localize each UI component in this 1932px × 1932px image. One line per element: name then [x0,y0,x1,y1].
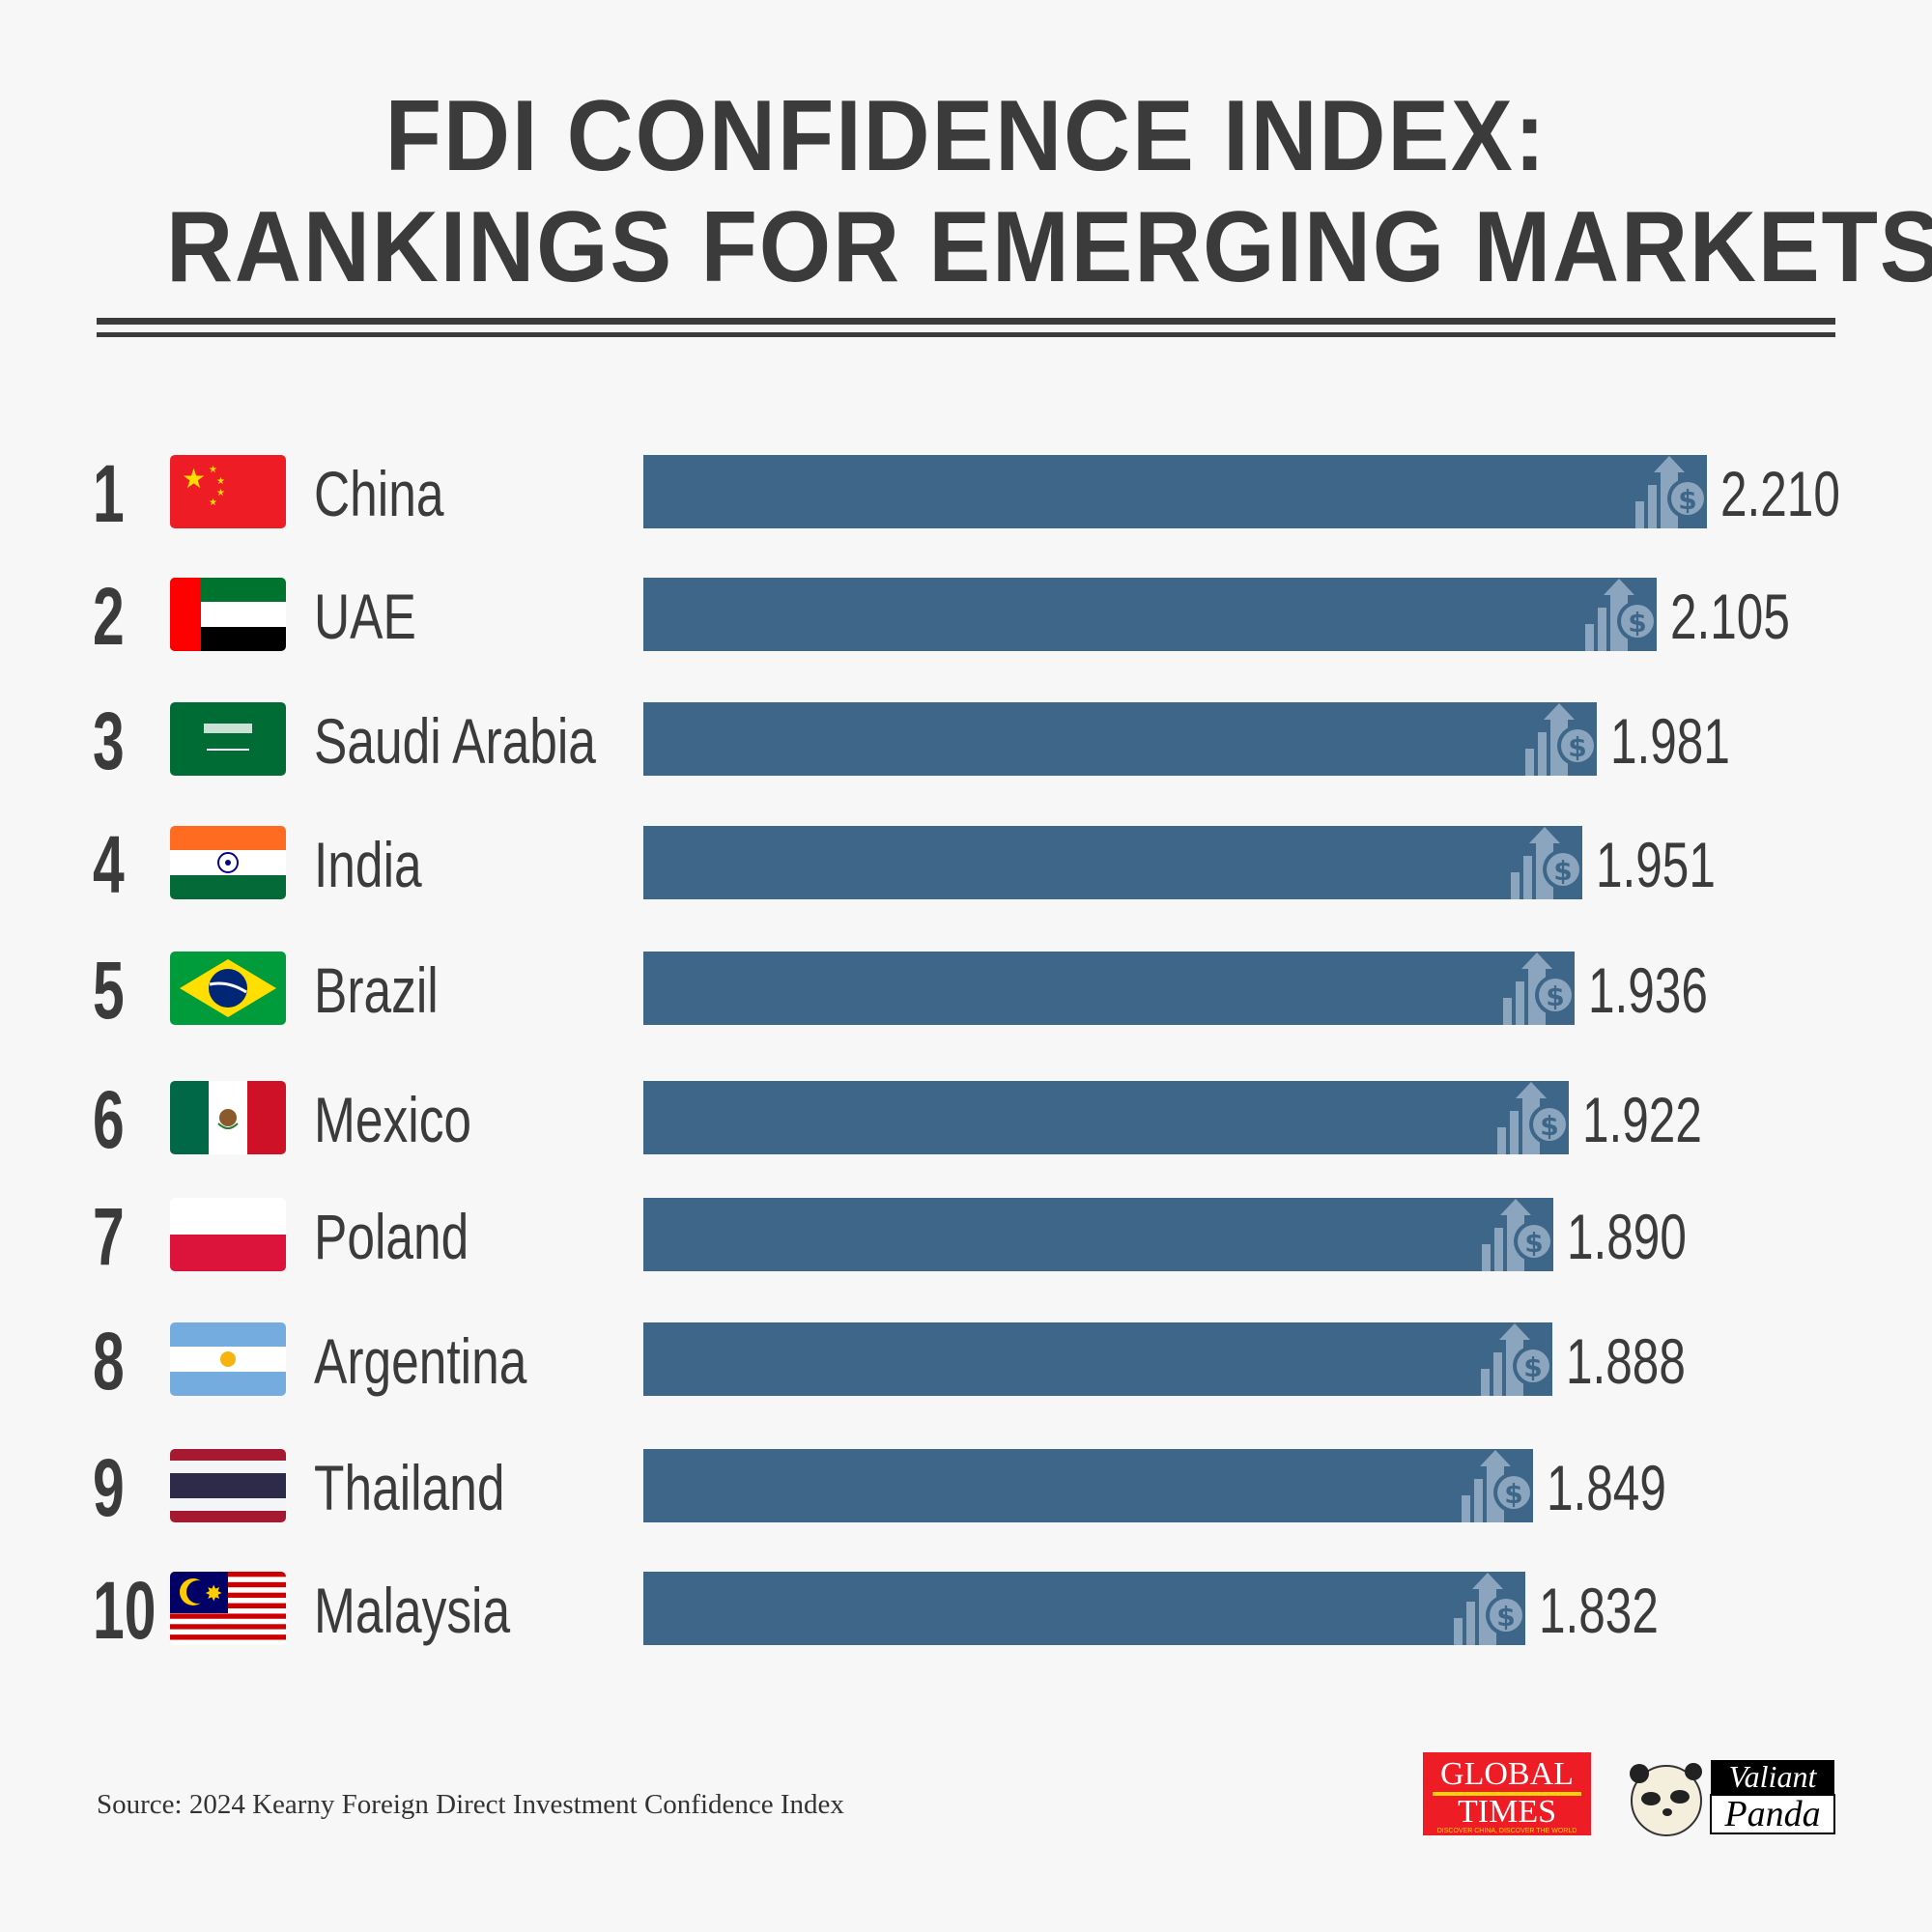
bar-row: 8 Argentina $ 1.888 [0,1316,1932,1406]
flag-icon: ✸ [170,1572,286,1645]
value-label: 1.832 [1538,1575,1659,1646]
svg-text:★: ★ [209,465,217,475]
title-rule-bottom [97,332,1835,337]
valiant-panda-logo: Valiant Panda [1624,1756,1836,1837]
rank-label: 7 [93,1191,125,1282]
global-times-logo: GLOBAL TIMES DISCOVER CHINA, DISCOVER TH… [1423,1752,1591,1835]
value-label: 1.936 [1588,954,1709,1026]
source-note: Source: 2024 Kearny Foreign Direct Inves… [97,1789,844,1820]
rank-label: 10 [93,1565,156,1656]
bar: $ [643,1449,1534,1522]
category-label: Poland [314,1201,469,1272]
value-label: 1.890 [1566,1201,1687,1272]
svg-text:✸: ✸ [205,1581,222,1605]
svg-text:Panda: Panda [1723,1794,1820,1834]
bar: $ [643,952,1576,1025]
bar-row: 4 India $ 1.951 [0,819,1932,910]
category-label: Argentina [314,1325,527,1397]
bar-row: 9 Thailand $ 1.849 [0,1442,1932,1533]
category-label: UAE [314,581,416,652]
value-label: 1.922 [1581,1084,1702,1155]
value-label: 1.849 [1547,1452,1667,1523]
svg-text:$: $ [1553,855,1572,887]
svg-text:★: ★ [216,476,225,487]
rank-label: 3 [93,696,125,786]
flag-icon [170,952,286,1025]
svg-text:$: $ [1496,1601,1515,1633]
bar-row: 2 UAE $ 2.105 [0,571,1932,662]
svg-text:$: $ [1547,980,1565,1012]
svg-text:$: $ [1504,1478,1522,1510]
flag-icon [170,1322,286,1396]
bar: $ [643,1198,1553,1271]
bar: $ [643,1322,1552,1396]
category-label: Mexico [314,1084,472,1155]
value-label: 1.951 [1595,829,1716,900]
bar: $ [643,455,1707,528]
rank-label: 6 [93,1074,125,1165]
bar-row: 3 Saudi Arabia $ 1.981 [0,696,1932,786]
svg-text:Valiant: Valiant [1729,1759,1818,1794]
flag-icon [170,702,286,776]
title-line-1: FDI CONFIDENCE INDEX: [384,80,1548,192]
flag-icon [170,578,286,651]
bar: $ [643,578,1657,651]
rank-label: 4 [93,819,125,910]
rank-label: 9 [93,1442,125,1533]
flag-icon [170,826,286,899]
flag-icon [170,1198,286,1271]
bar-row: 7 Poland $ 1.890 [0,1191,1932,1282]
rank-label: 2 [93,571,125,662]
bar: $ [643,702,1597,776]
value-label: 2.105 [1669,581,1790,652]
rank-label: 5 [93,945,125,1036]
bar: $ [643,1572,1525,1645]
category-label: Thailand [314,1452,505,1523]
svg-text:★: ★ [209,497,217,508]
value-label: 2.210 [1720,458,1840,529]
bar-row: 10 ✸ Malaysia $ 1.832 [0,1565,1932,1656]
flag-icon [170,1081,286,1154]
svg-text:$: $ [1568,731,1586,763]
svg-text:★: ★ [182,464,206,494]
svg-text:$: $ [1523,1351,1542,1383]
bar: $ [643,1081,1569,1154]
category-label: China [314,458,444,529]
svg-text:$: $ [1524,1227,1543,1259]
title-line-2: RANKINGS FOR EMERGING MARKETS [166,191,1932,303]
bar-row: 6 Mexico $ 1.922 [0,1074,1932,1165]
bar-row: 5 Brazil $ 1.936 [0,945,1932,1036]
category-label: Malaysia [314,1575,511,1646]
svg-text:$: $ [1678,484,1696,516]
value-label: 1.981 [1609,705,1730,777]
value-label: 1.888 [1565,1325,1686,1397]
svg-text:$: $ [1540,1110,1558,1142]
bar-row: 1 ★ ★ ★ ★ ★ China $ 2.210 [0,448,1932,539]
title-rule-top [97,318,1835,325]
category-label: Saudi Arabia [314,705,596,777]
flag-icon: ★ ★ ★ ★ ★ [170,455,286,528]
category-label: Brazil [314,954,439,1026]
flag-icon [170,1449,286,1522]
category-label: India [314,829,422,900]
bar: $ [643,826,1582,899]
svg-text:$: $ [1628,607,1646,639]
rank-label: 1 [93,448,125,539]
rank-label: 8 [93,1316,125,1406]
svg-text:★: ★ [216,488,225,498]
